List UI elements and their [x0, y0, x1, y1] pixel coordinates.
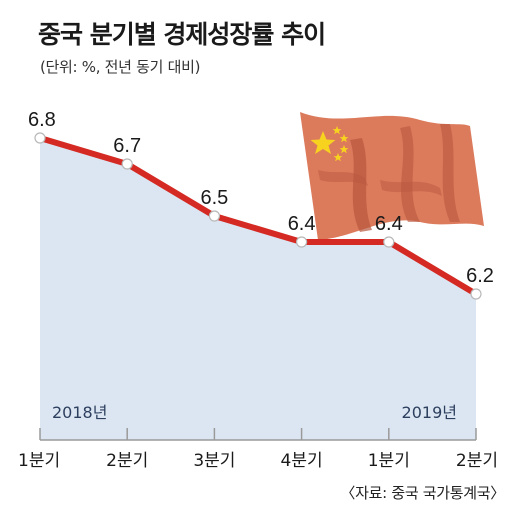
- small-star-icon: [339, 134, 349, 143]
- x-tick-label: 4분기: [281, 451, 323, 471]
- data-value-label: 6.8: [28, 109, 56, 131]
- x-tick-label: 1분기: [18, 451, 60, 471]
- x-tick-label: 3분기: [193, 451, 235, 471]
- data-point-marker: [296, 236, 308, 248]
- area-fill: [40, 138, 476, 440]
- series-line: [37, 135, 479, 297]
- flag-fold-shadow: [400, 126, 420, 222]
- x-tick-label: 2분기: [456, 451, 498, 471]
- flag-fold-shadow: [380, 180, 442, 196]
- data-value-label: 6.5: [200, 187, 228, 209]
- year-label-2019: 2019년: [402, 403, 457, 422]
- data-point-marker: [34, 132, 46, 144]
- data-value-label: 6.4: [288, 213, 316, 235]
- data-value-label: 6.4: [375, 213, 403, 235]
- flag-fold-shadow: [318, 170, 368, 186]
- data-point-marker: [383, 236, 395, 248]
- x-tick-label: 1분기: [368, 451, 410, 471]
- chart-subtitle: (단위: %, 전년 동기 대비): [40, 58, 201, 76]
- x-tick-label: 2분기: [106, 451, 148, 471]
- small-star-icon: [332, 126, 342, 135]
- small-star-icon: [333, 153, 343, 162]
- china-flag-illustration: [300, 112, 484, 240]
- year-label-2018: 2018년: [52, 403, 107, 422]
- flag-cloth: [300, 112, 484, 240]
- data-point-marker: [208, 210, 220, 222]
- data-value-label: 6.2: [466, 265, 494, 287]
- small-star-icon: [339, 145, 349, 154]
- chart-title: 중국 분기별 경제성장률 추이: [38, 20, 326, 49]
- data-point-marker: [470, 288, 482, 300]
- large-star-icon: [310, 131, 336, 154]
- source-note: 〈자료: 중국 국가통계국〉: [340, 484, 505, 502]
- flag-fold-shadow: [350, 138, 372, 232]
- data-value-label: 6.7: [113, 135, 141, 157]
- data-point-marker: [121, 158, 133, 170]
- flag-fold-shadow: [440, 124, 460, 222]
